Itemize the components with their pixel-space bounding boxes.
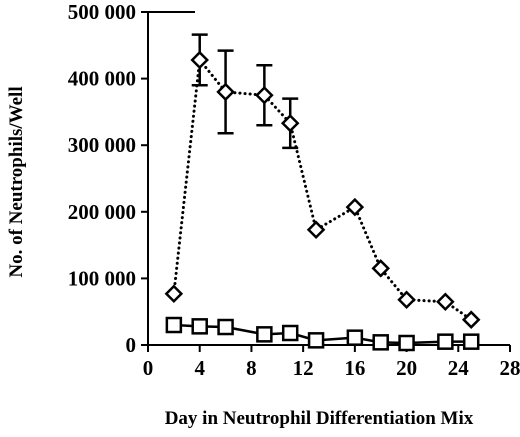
y-tick-label: 200 000: [68, 200, 136, 224]
data-point-square: [462, 333, 480, 350]
data-point-diamond: [345, 197, 365, 217]
data-point-diamond: [164, 284, 184, 303]
data-point-square: [165, 316, 183, 334]
data-point-diamond: [436, 292, 455, 311]
y-tick-label: 500 000: [68, 0, 136, 24]
data-point-diamond: [280, 113, 300, 133]
y-tick-group: 0 100 000 200 000 300 000 400 000 500 000: [68, 0, 148, 357]
x-tick-label: 24: [448, 356, 470, 380]
data-point-square: [256, 326, 273, 343]
data-point-square: [437, 333, 454, 350]
series-diamond: [164, 33, 481, 329]
data-point-square: [398, 334, 415, 352]
data-point-diamond: [397, 290, 416, 309]
data-point-diamond: [216, 82, 235, 102]
y-tick-label: 100 000: [68, 266, 136, 290]
x-tick-label: 16: [344, 356, 365, 380]
data-point-diamond: [371, 259, 390, 278]
y-tick-label: 0: [126, 333, 137, 357]
series-line: [172, 56, 473, 322]
y-tick-label: 300 000: [68, 133, 136, 157]
x-axis-label: Day in Neutrophil Differentiation Mix: [165, 408, 474, 429]
data-point-diamond: [461, 310, 481, 329]
data-point-square: [281, 324, 299, 342]
x-tick-label: 28: [500, 356, 520, 380]
x-tick-label: 8: [246, 356, 257, 380]
x-tick-label: 4: [194, 356, 205, 380]
data-point-diamond: [190, 50, 209, 70]
x-tick-label: 12: [293, 356, 314, 380]
series-layer: [164, 33, 481, 352]
y-tick-label: 400 000: [68, 67, 136, 91]
y-axis-label: No. of Neutrophils/Well: [6, 86, 27, 277]
x-tick-label: 20: [396, 356, 417, 380]
data-point-square: [191, 318, 208, 335]
data-point-square: [217, 318, 234, 336]
series-square: [165, 316, 480, 352]
x-tick-label: 0: [143, 356, 154, 380]
data-point-square: [307, 332, 325, 349]
x-tick-group: 0 4 8 12 16 20 24 28: [143, 345, 520, 380]
data-point-diamond: [306, 220, 326, 240]
data-point-square: [372, 334, 389, 351]
data-point-diamond: [255, 85, 274, 105]
data-point-square: [346, 329, 364, 346]
